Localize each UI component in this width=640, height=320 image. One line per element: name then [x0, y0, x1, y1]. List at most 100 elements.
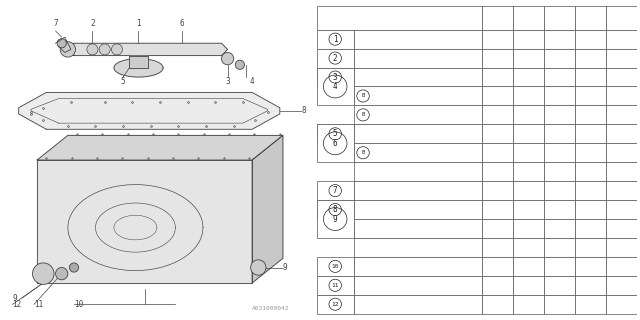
Text: *: *: [494, 223, 500, 234]
FancyBboxPatch shape: [354, 295, 482, 314]
FancyBboxPatch shape: [354, 68, 482, 86]
Text: *: *: [556, 204, 562, 214]
Text: *: *: [525, 91, 531, 101]
Circle shape: [56, 268, 68, 280]
Text: 11: 11: [34, 300, 44, 309]
Text: *: *: [618, 280, 624, 290]
Text: *: *: [588, 72, 593, 82]
FancyBboxPatch shape: [482, 86, 513, 105]
Text: 11: 11: [332, 283, 339, 288]
Text: *: *: [618, 204, 624, 214]
FancyBboxPatch shape: [482, 181, 513, 200]
Circle shape: [251, 260, 266, 275]
FancyBboxPatch shape: [513, 200, 543, 219]
FancyBboxPatch shape: [575, 238, 605, 257]
Text: G91402: G91402: [357, 129, 387, 138]
FancyBboxPatch shape: [482, 200, 513, 219]
FancyBboxPatch shape: [544, 30, 575, 49]
FancyBboxPatch shape: [482, 68, 513, 86]
FancyBboxPatch shape: [575, 143, 605, 162]
FancyBboxPatch shape: [354, 276, 482, 295]
Text: 11121: 11121: [357, 205, 383, 214]
FancyBboxPatch shape: [354, 86, 482, 105]
Text: 12: 12: [13, 300, 22, 309]
FancyBboxPatch shape: [482, 295, 513, 314]
Text: *: *: [588, 129, 593, 139]
Text: *: *: [588, 186, 593, 196]
Circle shape: [221, 52, 234, 65]
Text: PARTS CORD: PARTS CORD: [372, 13, 426, 22]
FancyBboxPatch shape: [482, 276, 513, 295]
FancyBboxPatch shape: [605, 295, 637, 314]
Text: 6: 6: [333, 139, 337, 148]
FancyBboxPatch shape: [513, 124, 543, 143]
FancyBboxPatch shape: [317, 49, 354, 68]
Text: *: *: [556, 223, 562, 234]
Text: *: *: [588, 299, 593, 309]
FancyBboxPatch shape: [354, 30, 482, 49]
Circle shape: [57, 39, 67, 48]
FancyBboxPatch shape: [482, 257, 513, 276]
Text: 12: 12: [332, 302, 339, 307]
Text: *: *: [494, 148, 500, 158]
FancyBboxPatch shape: [482, 143, 513, 162]
FancyBboxPatch shape: [575, 105, 605, 124]
Text: *: *: [556, 110, 562, 120]
FancyBboxPatch shape: [605, 162, 637, 181]
Text: *: *: [588, 167, 593, 177]
FancyBboxPatch shape: [317, 295, 354, 314]
FancyBboxPatch shape: [317, 200, 354, 219]
Text: *: *: [494, 91, 500, 101]
Text: B: B: [362, 112, 365, 117]
Polygon shape: [252, 135, 283, 283]
FancyBboxPatch shape: [605, 105, 637, 124]
FancyBboxPatch shape: [317, 6, 482, 30]
FancyBboxPatch shape: [317, 181, 354, 200]
Text: A50635: A50635: [357, 243, 387, 252]
FancyBboxPatch shape: [513, 238, 543, 257]
FancyBboxPatch shape: [482, 49, 513, 68]
Text: B: B: [362, 93, 365, 99]
Circle shape: [87, 44, 98, 55]
Text: 5: 5: [333, 129, 337, 138]
Text: *: *: [618, 243, 624, 252]
FancyBboxPatch shape: [544, 200, 575, 219]
FancyBboxPatch shape: [605, 143, 637, 162]
FancyBboxPatch shape: [354, 105, 482, 124]
Text: *: *: [618, 261, 624, 271]
Text: 3: 3: [333, 73, 337, 82]
Text: *: *: [525, 53, 531, 63]
Text: 15050: 15050: [357, 35, 383, 44]
Text: *: *: [556, 186, 562, 196]
Text: 9
4: 9 4: [619, 12, 623, 23]
FancyBboxPatch shape: [605, 124, 637, 143]
FancyBboxPatch shape: [575, 49, 605, 68]
FancyBboxPatch shape: [575, 6, 605, 30]
FancyBboxPatch shape: [575, 86, 605, 105]
FancyBboxPatch shape: [575, 162, 605, 181]
Text: *: *: [525, 204, 531, 214]
Text: *: *: [588, 261, 593, 271]
FancyBboxPatch shape: [317, 200, 354, 238]
Text: 01130618A (1): 01130618A (1): [372, 110, 438, 119]
FancyBboxPatch shape: [605, 219, 637, 238]
Text: *: *: [494, 186, 500, 196]
Text: *: *: [494, 72, 500, 82]
FancyBboxPatch shape: [544, 219, 575, 238]
FancyBboxPatch shape: [354, 257, 482, 276]
Text: *: *: [525, 261, 531, 271]
FancyBboxPatch shape: [575, 276, 605, 295]
Text: *: *: [588, 280, 593, 290]
Text: 2: 2: [90, 19, 95, 28]
FancyBboxPatch shape: [544, 105, 575, 124]
Text: *: *: [556, 280, 562, 290]
Text: *: *: [556, 261, 562, 271]
FancyBboxPatch shape: [513, 105, 543, 124]
Text: *: *: [618, 299, 624, 309]
Text: 15051: 15051: [357, 53, 383, 63]
Text: A70836: A70836: [357, 167, 387, 176]
Text: *: *: [494, 299, 500, 309]
FancyBboxPatch shape: [482, 6, 513, 30]
Text: *: *: [525, 186, 531, 196]
Text: *: *: [588, 53, 593, 63]
